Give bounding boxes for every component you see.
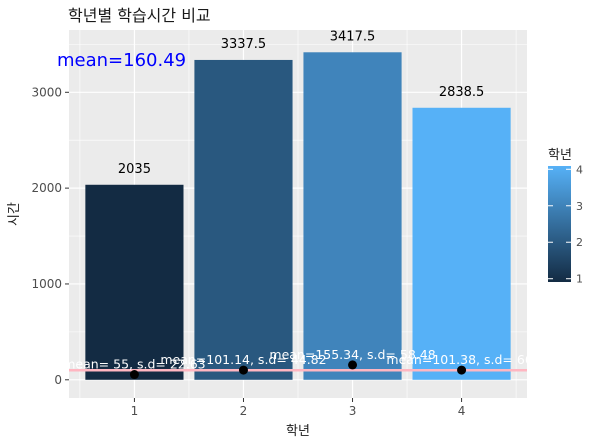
bar-value-label: 2838.5	[439, 85, 485, 100]
x-tick-label: 4	[458, 404, 466, 418]
y-axis-ticks: 0 1000 2000 3000	[31, 85, 69, 387]
mean-sd-label: mean=101.38, s.d= 66.	[386, 352, 536, 367]
y-tick-label: 1000	[31, 277, 62, 291]
bar-value-label: 3337.5	[221, 37, 267, 52]
legend-tick-label: 1	[576, 273, 583, 286]
y-tick-label: 0	[54, 373, 62, 387]
y-tick-label: 3000	[31, 85, 62, 99]
x-tick-label: 3	[349, 404, 357, 418]
bar	[194, 60, 292, 380]
x-axis-title: 학년	[286, 424, 310, 439]
legend-tick-label: 2	[576, 236, 583, 249]
x-axis-ticks: 1 2 3 4	[131, 398, 466, 418]
legend-colorbar	[548, 166, 571, 282]
x-tick-label: 1	[131, 404, 139, 418]
legend-tick-label: 4	[576, 163, 583, 176]
bar	[85, 185, 183, 380]
y-tick-label: 2000	[31, 181, 62, 195]
bar-value-label: 3417.5	[330, 29, 376, 44]
legend-tick-label: 3	[576, 200, 583, 213]
x-tick-label: 2	[240, 404, 248, 418]
chart-title: 학년별 학습시간 비교	[68, 6, 211, 25]
bar	[303, 52, 401, 380]
legend-title: 학년	[548, 148, 572, 163]
legend: 학년 1 2 3 4	[548, 148, 583, 286]
bar-value-label: 2035	[118, 162, 151, 177]
bar	[413, 108, 511, 380]
y-axis-title: 시간	[7, 202, 22, 226]
overall-mean-label: mean=160.49	[57, 50, 186, 71]
